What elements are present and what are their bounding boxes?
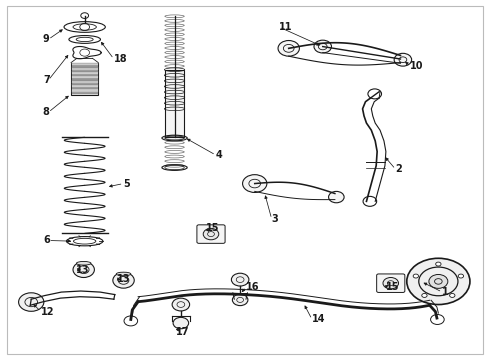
- Circle shape: [19, 293, 44, 311]
- FancyBboxPatch shape: [377, 274, 405, 292]
- Circle shape: [73, 262, 95, 278]
- Text: 15: 15: [206, 223, 220, 233]
- Text: 3: 3: [272, 214, 278, 224]
- Circle shape: [407, 258, 470, 305]
- Circle shape: [314, 40, 331, 53]
- Circle shape: [113, 273, 134, 288]
- Text: 15: 15: [386, 282, 399, 292]
- Circle shape: [173, 318, 189, 329]
- Bar: [165, 70, 184, 137]
- Text: 16: 16: [246, 282, 260, 292]
- Ellipse shape: [116, 272, 131, 276]
- Circle shape: [429, 274, 448, 288]
- Bar: [71, 63, 98, 95]
- Text: 13: 13: [76, 265, 90, 275]
- Circle shape: [243, 175, 267, 193]
- Circle shape: [413, 274, 418, 278]
- Text: 9: 9: [43, 35, 49, 44]
- Text: 13: 13: [117, 274, 131, 284]
- Circle shape: [232, 294, 248, 306]
- Circle shape: [458, 274, 464, 278]
- Circle shape: [231, 273, 249, 286]
- Text: 10: 10: [410, 61, 424, 71]
- Text: 14: 14: [312, 315, 325, 324]
- Text: 7: 7: [43, 75, 49, 85]
- Circle shape: [422, 293, 427, 297]
- Text: 5: 5: [123, 179, 130, 189]
- Text: 4: 4: [216, 150, 222, 160]
- Text: 1: 1: [442, 287, 449, 297]
- Circle shape: [278, 41, 299, 56]
- Ellipse shape: [76, 261, 91, 265]
- Text: 6: 6: [43, 235, 49, 246]
- Circle shape: [203, 228, 219, 240]
- Text: 12: 12: [41, 307, 54, 317]
- Text: 2: 2: [395, 164, 402, 174]
- Circle shape: [172, 298, 190, 311]
- FancyBboxPatch shape: [197, 225, 225, 243]
- Circle shape: [450, 293, 455, 297]
- Circle shape: [436, 262, 441, 266]
- Circle shape: [394, 53, 412, 66]
- Circle shape: [383, 278, 398, 289]
- Text: 8: 8: [43, 107, 49, 117]
- Text: 11: 11: [279, 22, 293, 32]
- Circle shape: [329, 192, 344, 203]
- Text: 18: 18: [114, 54, 127, 64]
- Text: 17: 17: [176, 327, 190, 337]
